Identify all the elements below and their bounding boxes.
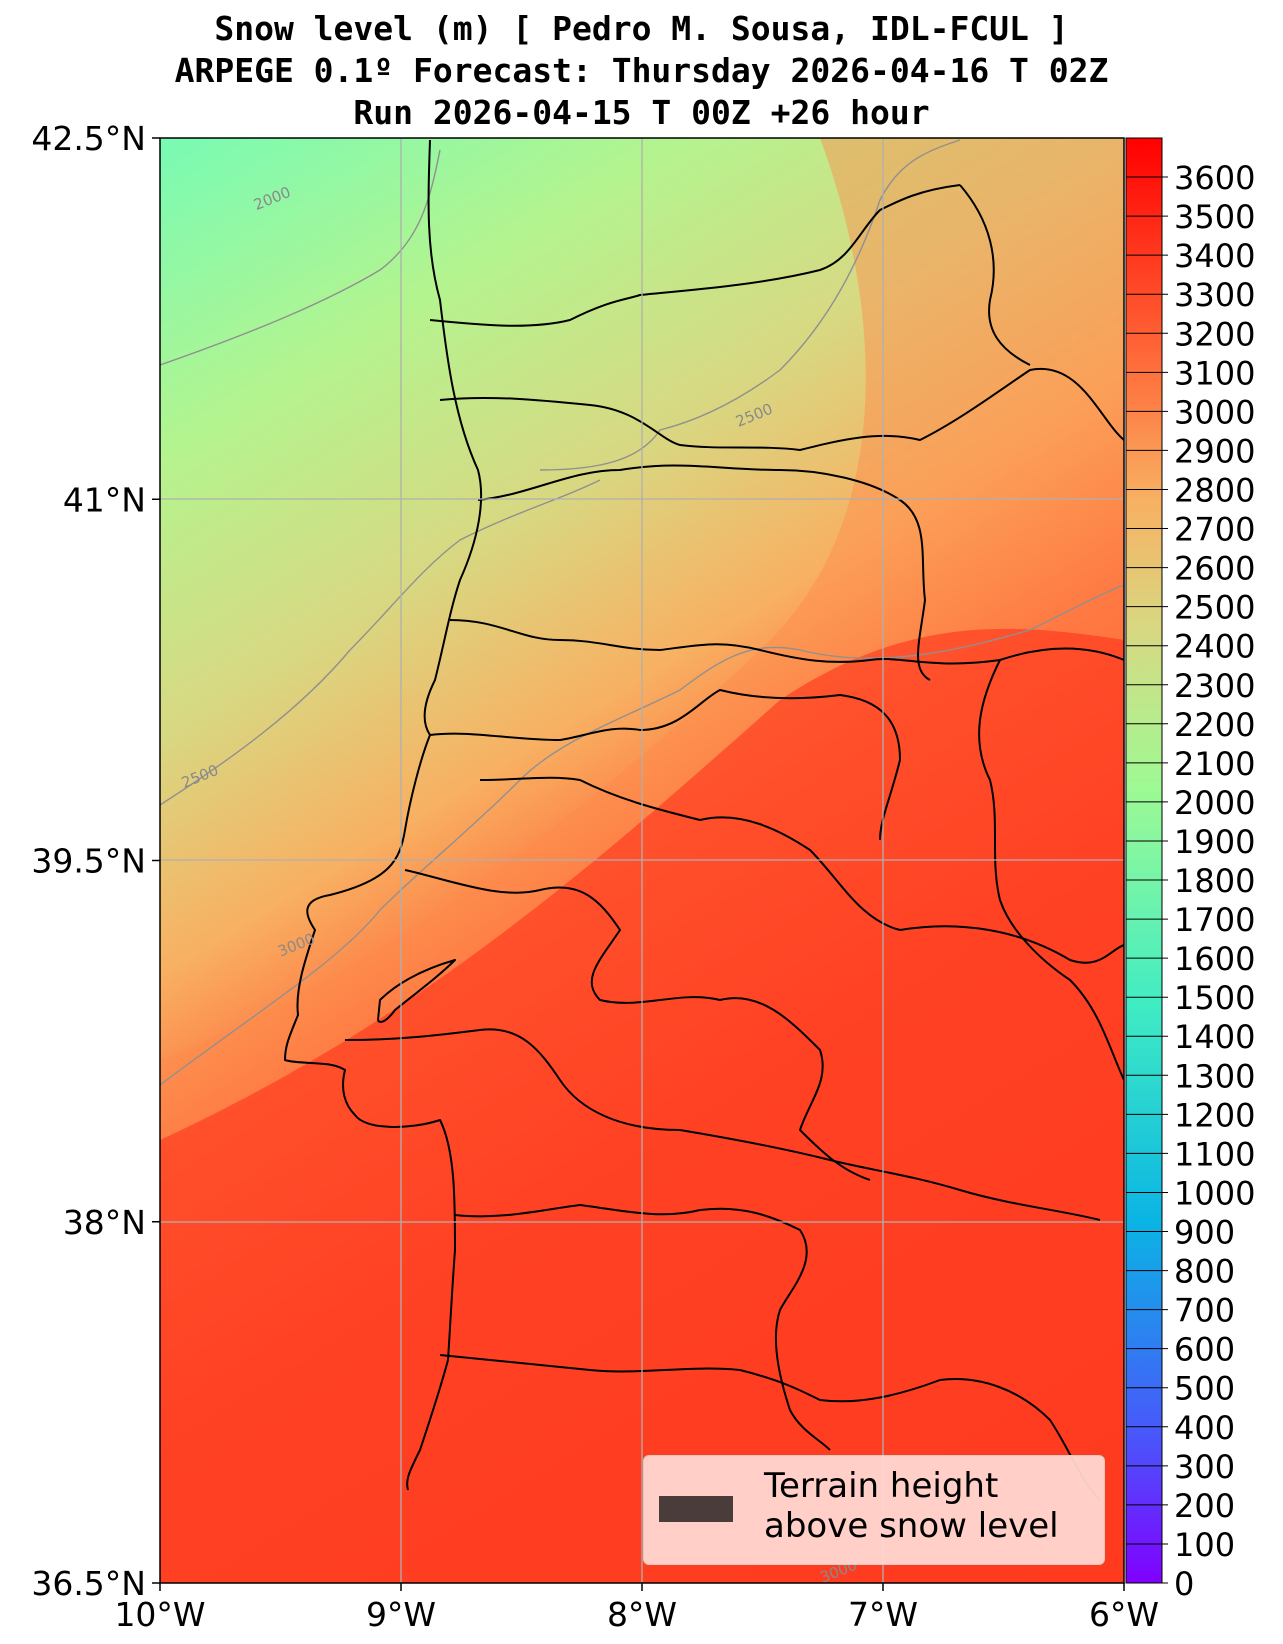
colorbar-tick-label: 500 <box>1174 1370 1235 1408</box>
colorbar-tick-label: 1000 <box>1174 1174 1255 1212</box>
colorbar-tick-label: 3500 <box>1174 198 1255 236</box>
colorbar-fill <box>1126 138 1162 1583</box>
region-boundaries <box>284 139 1124 1501</box>
lat-tick-label: 38°N <box>63 1203 146 1242</box>
colorbar-frame <box>1125 137 1163 1584</box>
contour-2500-west <box>160 479 601 806</box>
legend-label: Terrain height above snow level <box>764 1466 1059 1546</box>
graticule <box>160 138 1124 1583</box>
latitude-axis: 42.5°N 41°N 39.5°N 38°N 36.5°N <box>31 119 160 1603</box>
colorbar-tick-label: 300 <box>1174 1448 1235 1486</box>
lon-tick-label: 9°W <box>366 1595 436 1634</box>
colorbar-tick-label: 1300 <box>1174 1057 1255 1095</box>
contour-3000 <box>160 584 1124 1086</box>
chart-title-line-1: Snow level (m) [ Pedro M. Sousa, IDL-FCU… <box>214 9 1069 48</box>
lon-tick-label: 7°W <box>848 1595 918 1634</box>
lon-tick-label: 6°W <box>1089 1595 1159 1634</box>
colorbar: 0100200300400500600700800900100011001200… <box>1125 137 1255 1603</box>
colorbar-tick-label: 2100 <box>1174 745 1255 783</box>
longitude-axis: 10°W 9°W 8°W 7°W 6°W <box>114 1583 1159 1634</box>
colorbar-ticks: 0100200300400500600700800900100011001200… <box>1126 159 1255 1603</box>
legend-label-line-2: above snow level <box>764 1506 1059 1546</box>
lat-tick-label: 36.5°N <box>31 1564 146 1603</box>
colorbar-tick-label: 1700 <box>1174 901 1255 939</box>
colorbar-tick-label: 900 <box>1174 1214 1235 1252</box>
lon-tick-label: 10°W <box>114 1595 205 1634</box>
colorbar-tick-label: 2800 <box>1174 471 1255 509</box>
estuary-outline <box>377 959 456 1023</box>
colorbar-tick-label: 3600 <box>1174 159 1255 197</box>
lon-tick-label: 8°W <box>607 1595 677 1634</box>
colorbar-tick-label: 1600 <box>1174 940 1255 978</box>
colorbar-tick-label: 2300 <box>1174 667 1255 705</box>
colorbar-tick-label: 1100 <box>1174 1135 1255 1173</box>
colorbar-tick-label: 1900 <box>1174 823 1255 861</box>
boundary-central-3 <box>429 689 901 841</box>
boundary-algarve <box>439 1354 1101 1501</box>
colorbar-tick-label: 3100 <box>1174 354 1255 392</box>
boundary-south-1 <box>404 869 871 1181</box>
colorbar-tick-label: 2500 <box>1174 589 1255 627</box>
contour-2500-north <box>539 139 961 471</box>
colorbar-tick-label: 0 <box>1174 1565 1194 1603</box>
legend-swatch-terrain <box>659 1496 733 1522</box>
colorbar-tick-label: 2900 <box>1174 432 1255 470</box>
colorbar-tick-label: 2000 <box>1174 784 1255 822</box>
chart-title-line-2: ARPEGE 0.1º Forecast: Thursday 2026-04-1… <box>174 51 1109 90</box>
boundary-central-4 <box>479 776 1124 964</box>
boundary-south-3 <box>454 1204 831 1451</box>
colorbar-tick-label: 600 <box>1174 1331 1235 1369</box>
colorbar-tick-label: 700 <box>1174 1292 1235 1330</box>
colorbar-tick-label: 800 <box>1174 1253 1235 1291</box>
colorbar-tick-label: 3200 <box>1174 315 1255 353</box>
lat-tick-label: 39.5°N <box>31 842 146 881</box>
lat-tick-label: 42.5°N <box>31 119 146 158</box>
colorbar-tick-label: 200 <box>1174 1487 1235 1525</box>
colorbar-tick-label: 2200 <box>1174 706 1255 744</box>
colorbar-tick-label: 1400 <box>1174 1018 1255 1056</box>
boundary-north-2 <box>439 367 1124 451</box>
boundary-south-2 <box>344 1028 1101 1221</box>
lat-tick-label: 41°N <box>63 480 146 519</box>
coastline <box>284 139 483 1491</box>
colorbar-tick-label: 1200 <box>1174 1096 1255 1134</box>
colorbar-tick-label: 1500 <box>1174 979 1255 1017</box>
colorbar-tick-label: 2400 <box>1174 628 1255 666</box>
boundary-east <box>959 184 1124 1081</box>
colorbar-tick-label: 400 <box>1174 1409 1235 1447</box>
colorbar-tick-label: 2700 <box>1174 511 1255 549</box>
chart-title-line-3: Run 2026-04-15 T 00Z +26 hour <box>353 93 930 132</box>
colorbar-tick-label: 1800 <box>1174 862 1255 900</box>
colorbar-tick-label: 2600 <box>1174 550 1255 588</box>
colorbar-tick-label: 3400 <box>1174 237 1255 275</box>
boundary-central-2 <box>449 619 1124 665</box>
colorbar-tick-label: 100 <box>1174 1526 1235 1564</box>
boundary-north-1 <box>429 184 961 327</box>
map-legend: Terrain height above snow level <box>643 1455 1105 1565</box>
colorbar-tick-label: 3000 <box>1174 393 1255 431</box>
colorbar-tick-label: 3300 <box>1174 276 1255 314</box>
legend-label-line-1: Terrain height <box>764 1466 999 1506</box>
boundary-central-1 <box>477 464 931 681</box>
